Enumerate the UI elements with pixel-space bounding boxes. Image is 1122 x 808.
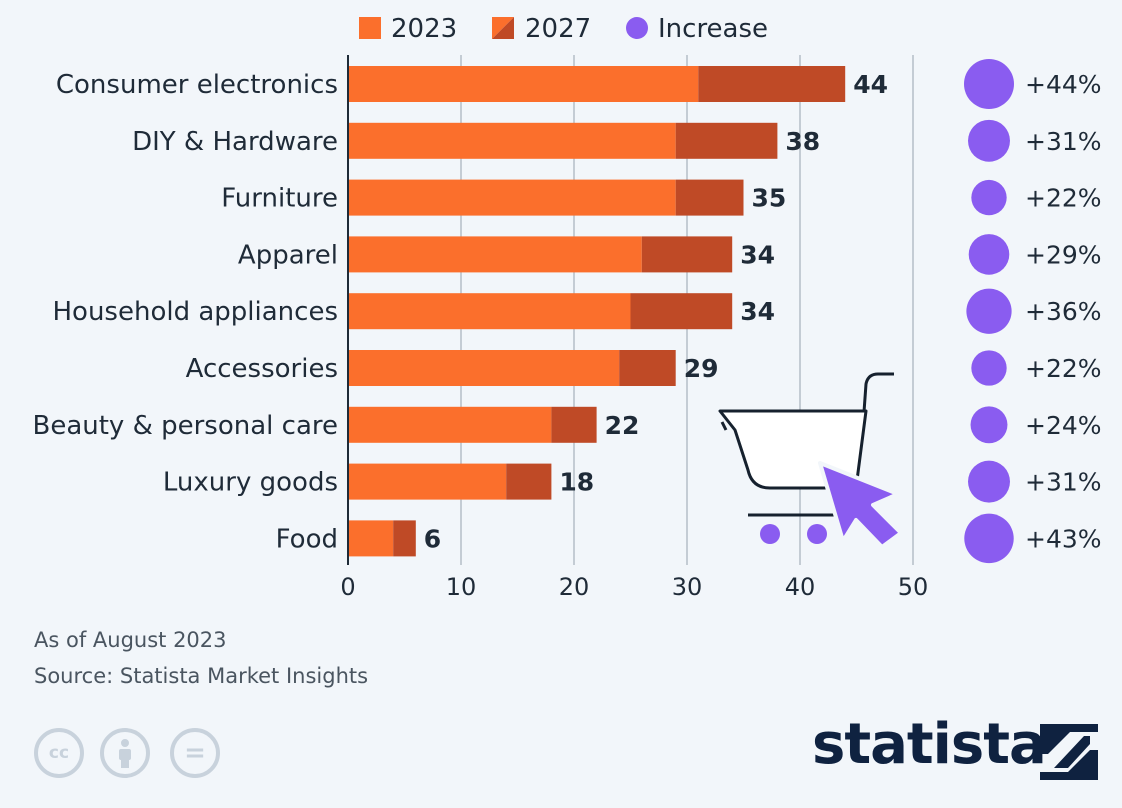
increase-bubble xyxy=(968,120,1010,162)
increase-label: +22% xyxy=(1025,184,1102,213)
x-tick-label: 20 xyxy=(559,573,590,601)
category-label: Food xyxy=(276,524,338,554)
bar-2023 xyxy=(348,66,698,102)
category-label: Beauty & personal care xyxy=(32,411,338,441)
legend-swatch-increase xyxy=(626,17,648,39)
category-label: Apparel xyxy=(238,240,338,270)
legend-swatch-2023 xyxy=(359,17,381,39)
x-tick-label: 30 xyxy=(672,573,703,601)
bar-2027 xyxy=(619,350,676,386)
x-tick-label: 40 xyxy=(785,573,816,601)
by-icon[interactable] xyxy=(100,728,150,778)
bar-2023 xyxy=(348,464,506,500)
increase-bubble xyxy=(971,180,1006,215)
increase-label: +31% xyxy=(1025,127,1102,156)
bar-2027 xyxy=(676,123,778,159)
bar-2023 xyxy=(348,123,676,159)
footnote-source: Source: Statista Market Insights xyxy=(34,664,368,688)
increase-label: +24% xyxy=(1025,411,1102,440)
bar-total-label: 29 xyxy=(684,354,719,383)
increase-bubble xyxy=(964,514,1013,563)
bar-2023 xyxy=(348,520,393,556)
bar-2027 xyxy=(506,464,551,500)
nd-icon[interactable]: = xyxy=(170,728,220,778)
legend-label-increase: Increase xyxy=(658,14,768,44)
bar-2023 xyxy=(348,407,551,443)
x-tick-label: 50 xyxy=(898,573,929,601)
bar-2027 xyxy=(698,66,845,102)
bar-2027 xyxy=(676,180,744,216)
bar-total-label: 34 xyxy=(740,240,775,269)
category-label: Furniture xyxy=(221,184,338,214)
bar-2023 xyxy=(348,180,676,216)
bar-2023 xyxy=(348,236,642,272)
category-label: Accessories xyxy=(186,354,338,384)
bar-2027 xyxy=(631,293,733,329)
category-label: Household appliances xyxy=(53,297,339,327)
bar-total-label: 35 xyxy=(752,184,787,213)
increase-label: +29% xyxy=(1025,240,1102,269)
bar-total-label: 18 xyxy=(559,468,594,497)
increase-bubble xyxy=(966,289,1011,334)
bar-2023 xyxy=(348,293,631,329)
category-labels: Consumer electronics DIY & Hardware Furnit… xyxy=(32,70,338,554)
increase-label: +22% xyxy=(1025,354,1102,383)
bar-2027 xyxy=(393,520,416,556)
statista-logo-icon[interactable] xyxy=(1040,724,1098,780)
legend: 2023 2027 Increase xyxy=(359,14,768,44)
increase-label: +43% xyxy=(1025,524,1102,553)
increase-bubble xyxy=(971,350,1006,385)
category-label: Consumer electronics xyxy=(56,70,338,100)
bar-2023 xyxy=(348,350,619,386)
x-tick-label: 0 xyxy=(340,573,355,601)
bar-2027 xyxy=(642,236,732,272)
category-label: Luxury goods xyxy=(163,468,338,498)
bar-total-label: 22 xyxy=(605,411,640,440)
increase-bubble xyxy=(969,234,1010,275)
increase-bubbles: +44% +31% +22% +29% +36% +22% +24% +31% +43% xyxy=(964,59,1102,563)
bar-total-label: 44 xyxy=(853,70,888,99)
bar-total-label: 34 xyxy=(740,297,775,326)
cc-icon[interactable]: cc xyxy=(34,728,84,778)
statista-logo-text[interactable]: statista xyxy=(812,712,1046,777)
legend-label-2023: 2023 xyxy=(391,14,457,44)
increase-label: +36% xyxy=(1025,297,1102,326)
category-label: DIY & Hardware xyxy=(132,127,338,157)
increase-label: +44% xyxy=(1025,70,1102,99)
cursor-arrow-icon xyxy=(820,463,901,547)
footnote-date: As of August 2023 xyxy=(34,628,227,652)
legend-label-2027: 2027 xyxy=(525,14,591,44)
x-axis-ticks: 0 10 20 30 40 50 xyxy=(340,573,928,601)
bar-total-label: 38 xyxy=(785,127,820,156)
bar-total-label: 6 xyxy=(424,524,441,553)
bar-chart: 2023 2027 Increase 44 38 35 34 34 29 22 18 6 Con… xyxy=(0,0,1122,620)
increase-label: +31% xyxy=(1025,468,1102,497)
increase-bubble xyxy=(968,461,1010,503)
x-tick-label: 10 xyxy=(446,573,477,601)
bar-2027 xyxy=(551,407,596,443)
increase-bubble xyxy=(964,59,1014,109)
increase-bubble xyxy=(971,406,1008,443)
